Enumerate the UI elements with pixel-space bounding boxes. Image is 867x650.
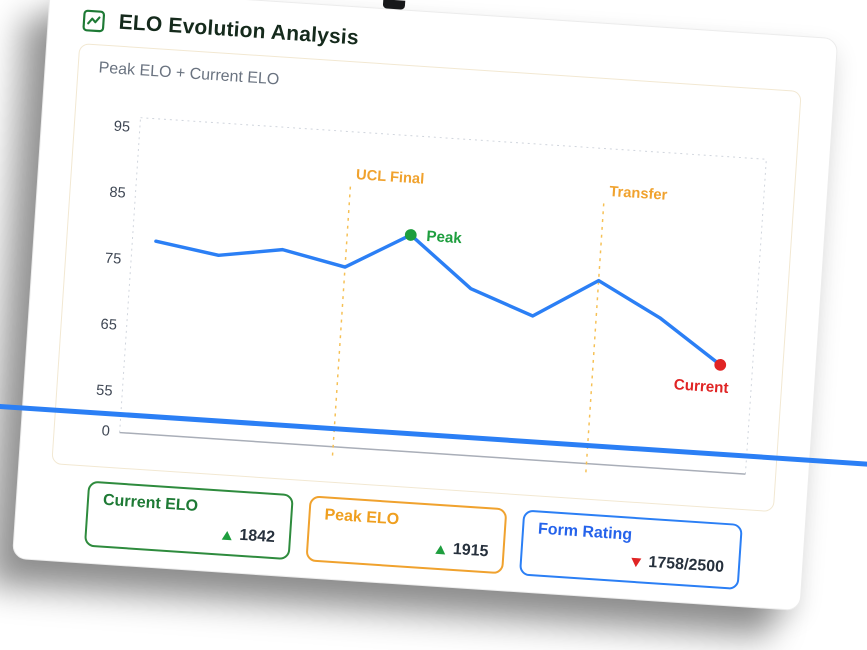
annotation-vline-label: UCL Final: [356, 167, 425, 187]
annotation-vline: [331, 186, 352, 461]
trend-up-icon: [435, 544, 447, 555]
stat-card-current-elo: Current ELO 1842: [83, 481, 294, 561]
annotation-vline-label: Transfer: [609, 184, 668, 204]
stat-card-title: Peak ELO: [323, 506, 400, 529]
y-tick-label: 95: [113, 119, 130, 136]
card-header: ELO Evolution Analysis: [80, 7, 810, 81]
line-chart-icon: [80, 7, 108, 35]
stat-card-value-row: 1915: [322, 533, 489, 562]
elo-line-chart-svg: 95 85 75 65 55 0 UCL Final Transfer Peak Current: [96, 117, 767, 478]
y-tick-label-baseline: 0: [101, 423, 110, 440]
stat-card-value-row: 1842: [101, 518, 276, 547]
peak-marker: [404, 229, 417, 241]
peak-marker-label: Peak: [426, 228, 463, 247]
y-tick-label: 55: [96, 383, 113, 400]
chart-panel: Peak ELO + Current ELO 95 85 75 65 55 0 UCL Fi…: [51, 43, 802, 513]
stat-card-title: Form Rating: [537, 520, 633, 545]
current-marker-label: Current: [673, 376, 729, 397]
top-edge-fragment: [382, 0, 406, 10]
current-marker: [714, 359, 727, 371]
elo-card: ELO Evolution Analysis Peak ELO + Curren…: [11, 0, 839, 612]
stat-card-value-row: 1758/2500: [536, 547, 725, 577]
stat-card-form-rating: Form Rating 1758/2500: [518, 509, 743, 591]
elo-series-line: [154, 233, 722, 367]
x-axis-line: [119, 431, 746, 475]
trend-up-icon: [222, 530, 233, 541]
elo-line-chart: 95 85 75 65 55 0 UCL Final Transfer Peak Current: [71, 85, 780, 502]
y-tick-label: 75: [104, 251, 121, 268]
plot-border: [119, 117, 767, 475]
stat-card-value: 1915: [452, 541, 490, 561]
y-tick-label: 65: [100, 317, 117, 334]
stat-card-value: 1842: [238, 527, 276, 547]
annotation-vline: [584, 203, 605, 478]
stat-card-value: 1758/2500: [647, 554, 725, 577]
trend-down-icon: [631, 557, 642, 568]
stat-card-peak-elo: Peak ELO 1915: [305, 495, 508, 575]
y-tick-label: 85: [109, 185, 126, 202]
stat-card-title: Current ELO: [102, 492, 199, 516]
page-title: ELO Evolution Analysis: [117, 10, 360, 50]
